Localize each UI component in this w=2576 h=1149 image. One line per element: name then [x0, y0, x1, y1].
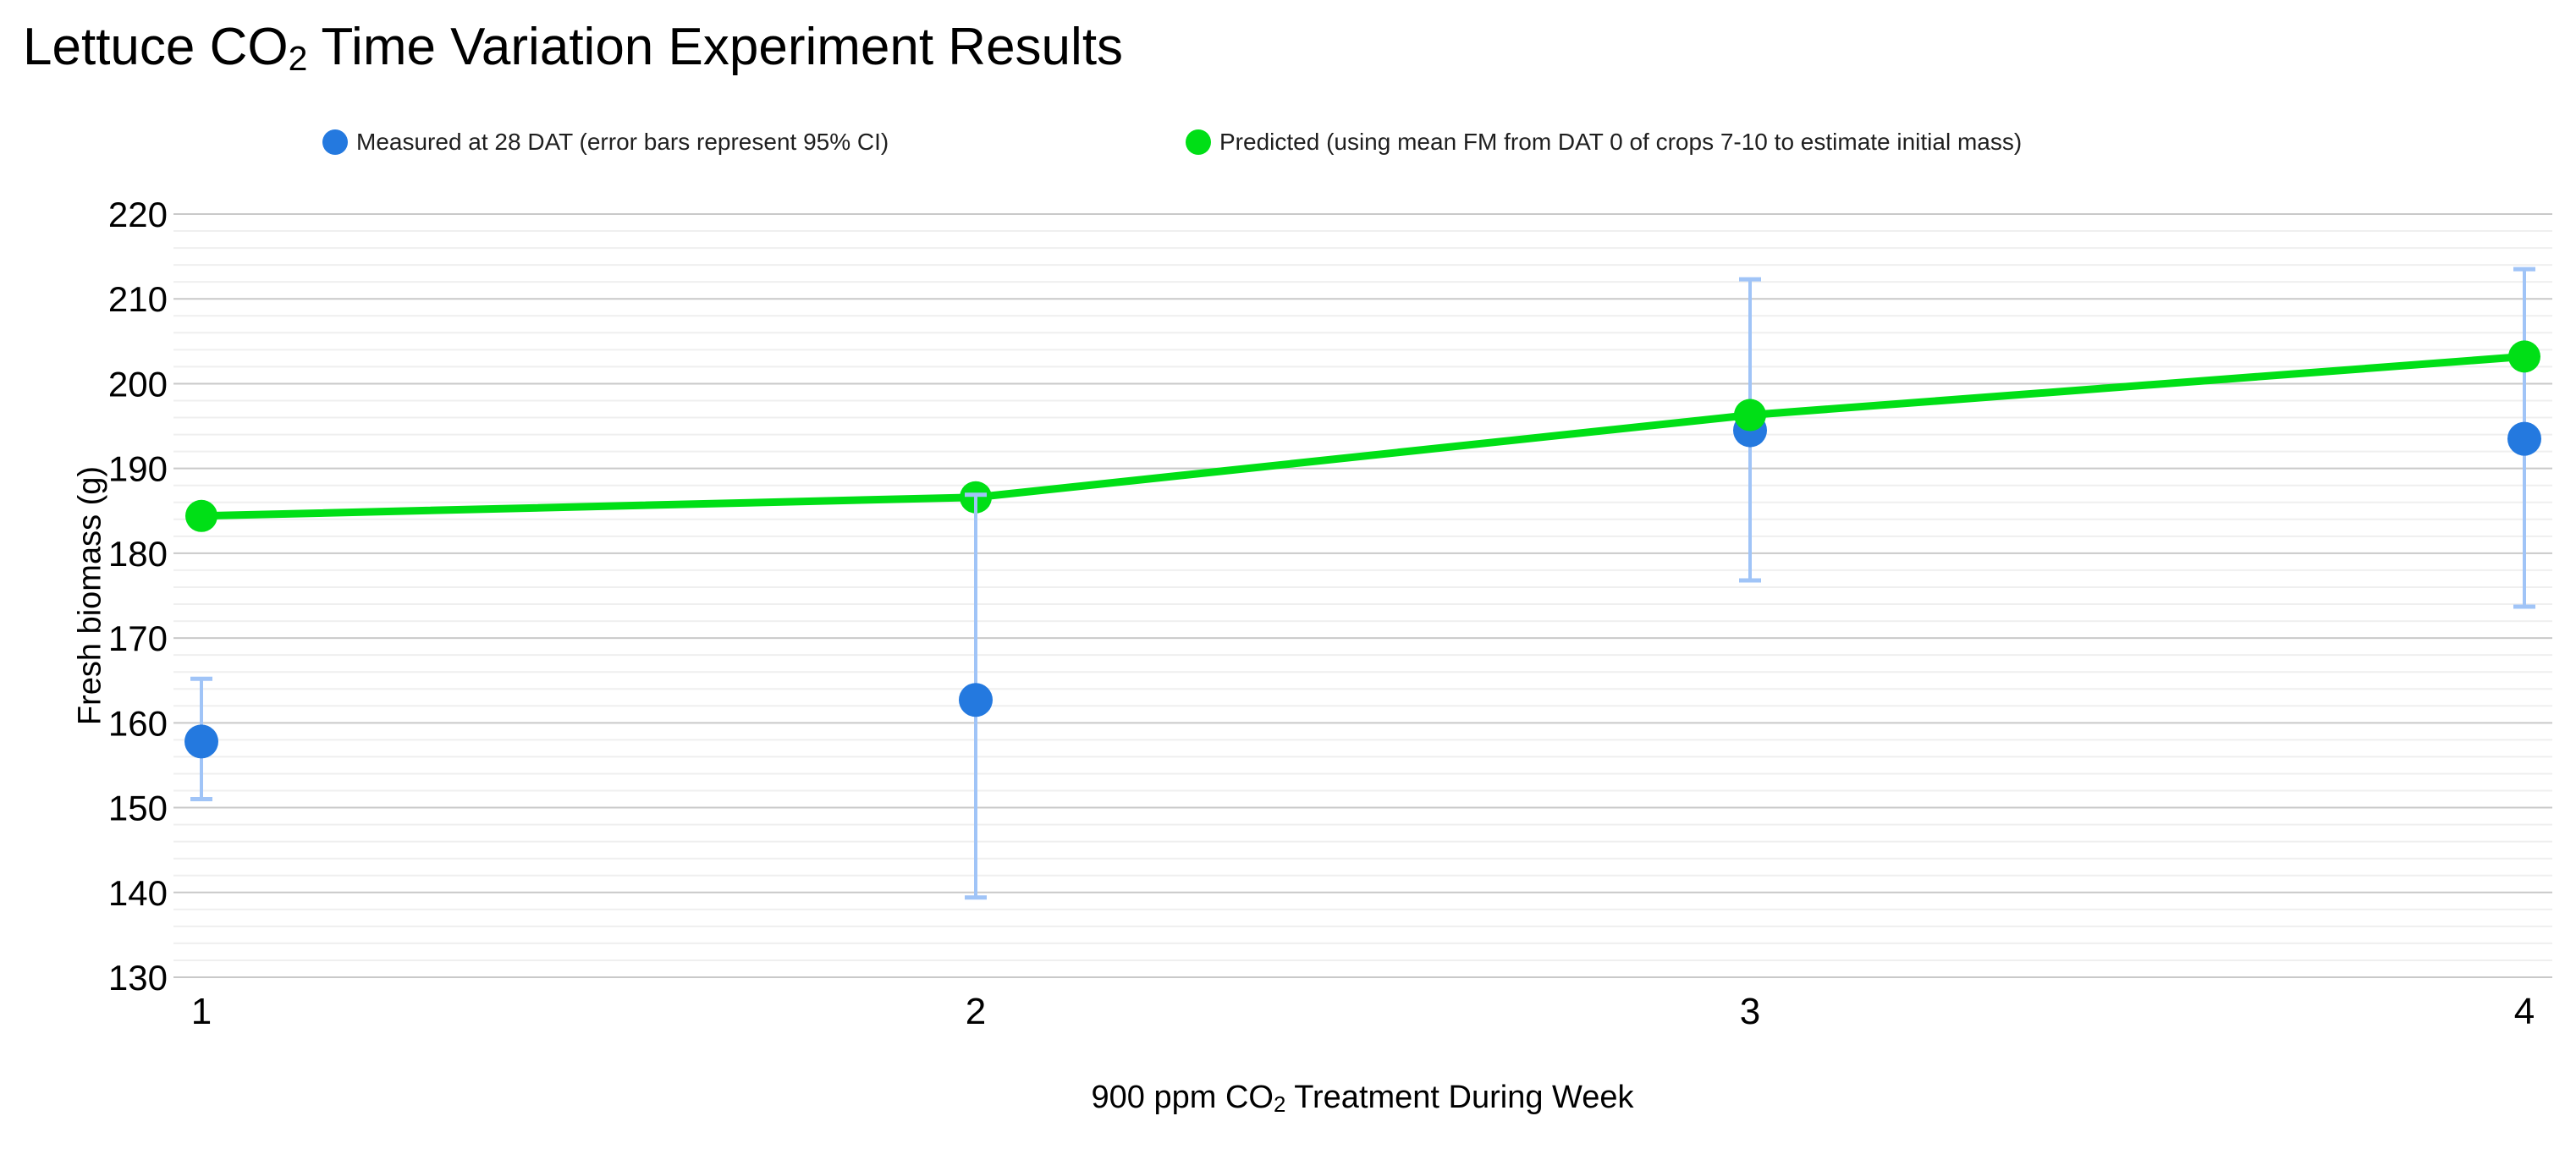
y-tick-label-200: 200: [108, 364, 168, 404]
x-tick-label-4: 4: [2514, 991, 2535, 1032]
legend-item-measured[interactable]: Measured at 28 DAT (error bars represent…: [322, 125, 889, 159]
measured-point-week-4[interactable]: [2507, 421, 2541, 456]
legend: Measured at 28 DAT (error bars represent…: [0, 125, 2576, 159]
measured-point-week-2[interactable]: [959, 683, 993, 717]
legend-item-predicted[interactable]: Predicted (using mean FM from DAT 0 of c…: [1186, 125, 2022, 159]
chart-title-suffix: Time Variation Experiment Results: [307, 18, 1124, 76]
x-tick-label-1: 1: [191, 991, 212, 1032]
chart-title-subscript: 2: [288, 39, 308, 79]
predicted-point-week-1[interactable]: [185, 499, 217, 532]
legend-label-predicted: Predicted (using mean FM from DAT 0 of c…: [1219, 129, 2023, 155]
y-tick-label-160: 160: [108, 703, 168, 743]
y-tick-label-150: 150: [108, 789, 168, 828]
predicted-point-week-3[interactable]: [1734, 399, 1766, 432]
x-tick-label-3: 3: [1740, 991, 1760, 1032]
y-tick-label-140: 140: [108, 873, 168, 913]
y-tick-label-190: 190: [108, 449, 168, 489]
chart-title: Lettuce CO2 Time Variation Experiment Re…: [23, 17, 1124, 79]
y-tick-label-130: 130: [108, 958, 168, 998]
legend-label-measured: Measured at 28 DAT (error bars represent…: [356, 129, 889, 155]
y-tick-label-210: 210: [108, 279, 168, 319]
predicted-line: [201, 352, 2525, 520]
y-tick-label-180: 180: [108, 534, 168, 574]
y-axis-title: Fresh biomass (g): [72, 465, 108, 726]
y-tick-label-220: 220: [108, 195, 168, 234]
chart-title-prefix: Lettuce CO: [23, 18, 289, 76]
y-tick-label-170: 170: [108, 618, 168, 658]
predicted-series-marker-icon: [1186, 129, 1211, 155]
x-axis-title-suffix: Treatment During Week: [1285, 1080, 1634, 1115]
x-axis-title: 900 ppm CO2 Treatment During Week: [1091, 1080, 1634, 1117]
x-axis-title-subscript: 2: [1273, 1092, 1286, 1117]
x-axis-title-prefix: 900 ppm CO: [1091, 1080, 1274, 1115]
measured-series-marker-icon: [322, 129, 348, 155]
x-tick-label-2: 2: [966, 991, 986, 1032]
predicted-point-week-4[interactable]: [2508, 340, 2540, 373]
measured-point-week-1[interactable]: [184, 724, 218, 759]
